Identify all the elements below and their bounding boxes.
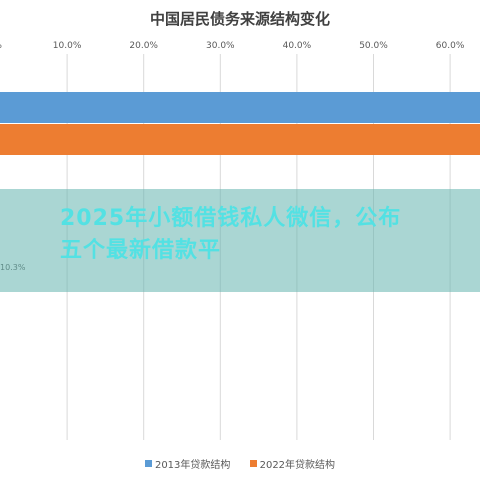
chart-title: 中国居民债务来源结构变化: [149, 10, 330, 28]
x-tick-label: 0.0%: [0, 41, 2, 51]
overlay-watermark-text: 2025年小额借钱私人微信，公布五个最新借款平: [60, 206, 402, 263]
x-tick-label: 30.0%: [206, 41, 235, 51]
x-tick-label: 10.0%: [53, 41, 82, 51]
legend-swatch-2022: [249, 460, 257, 467]
x-tick-label: 20.0%: [129, 41, 158, 51]
x-tick-label: 60.0%: [436, 41, 465, 51]
x-tick-label: 40.0%: [283, 41, 312, 51]
legend-label-2022: 2022年贷款结构: [259, 460, 336, 471]
legend-swatch-2013: [144, 460, 152, 467]
bar-1: [0, 124, 480, 155]
overlay-banner: [0, 189, 480, 292]
legend: 2013年贷款结构 2022年贷款结构: [0, 456, 480, 471]
legend-label-2013: 2013年贷款结构: [154, 460, 231, 471]
bar-0: [0, 92, 480, 123]
legend-item-2013: 2013年贷款结构: [144, 456, 231, 471]
legend-item-2022: 2022年贷款结构: [249, 456, 336, 471]
x-tick-label: 50.0%: [359, 41, 388, 51]
